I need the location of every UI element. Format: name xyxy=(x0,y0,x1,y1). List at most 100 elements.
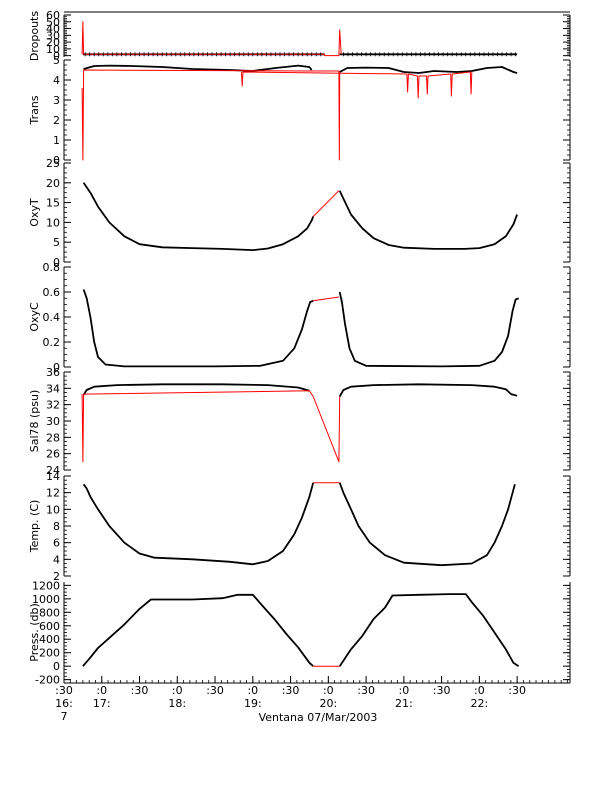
x-tick-label-minute: :30 xyxy=(55,684,73,697)
y-tick-label: 200 xyxy=(39,647,60,660)
y-tick-label: 800 xyxy=(39,606,60,619)
red-series-line xyxy=(313,296,339,302)
x-tick-label-minute: :0 xyxy=(398,684,409,697)
y-tick-label: 0.4 xyxy=(43,311,61,324)
y-axis-label: OxyT xyxy=(28,198,41,227)
y-tick-label: 28 xyxy=(46,431,60,444)
x-tick-label-minute: :30 xyxy=(508,684,526,697)
y-tick-label: 10 xyxy=(46,503,60,516)
y-axis-label: Press. (db) xyxy=(28,603,41,662)
black-series-line xyxy=(82,383,310,396)
red-series-line xyxy=(241,71,473,99)
panel-4: 0 0.2 0.4 0.6 0.8 OxyC xyxy=(28,261,571,374)
y-tick-label: 600 xyxy=(39,620,60,633)
y-tick-label: 0.2 xyxy=(43,336,61,349)
y-axis-label: OxyC xyxy=(28,302,41,332)
y-tick-label: 0.6 xyxy=(43,286,61,299)
y-tick-label: 4 xyxy=(53,553,60,566)
x-tick-label-minute: :30 xyxy=(282,684,300,697)
red-series-line xyxy=(81,21,342,57)
y-tick-label: 60 xyxy=(46,9,60,22)
x-tick-label-day: 7 xyxy=(61,710,68,723)
y-tick-label: 6 xyxy=(53,537,60,550)
y-tick-label: 50 xyxy=(46,16,60,29)
y-tick-label: -200 xyxy=(35,674,60,687)
panel-6: 2 4 6 8 10 12 14 Temp. (C) xyxy=(28,470,571,583)
panels: 0102030405060Dropouts012345Trans05101520… xyxy=(28,9,571,687)
panel-2: 0 1 2 3 4 5 Trans xyxy=(28,54,571,167)
y-tick-label: 0.8 xyxy=(43,261,61,274)
y-axis-label: Temp. (C) xyxy=(28,500,41,554)
y-tick-label: 34 xyxy=(46,382,60,395)
y-tick-label: 25 xyxy=(46,157,60,170)
black-series-line xyxy=(338,190,518,250)
x-tick-label-minute: :0 xyxy=(247,684,258,697)
y-tick-label: 1000 xyxy=(32,593,60,606)
y-tick-label: 400 xyxy=(39,633,60,646)
black-series-line xyxy=(82,482,315,566)
red-series-line xyxy=(81,69,341,161)
y-tick-label: 36 xyxy=(46,366,60,379)
black-series-line xyxy=(82,182,315,252)
footer-label: Ventana 07/Mar/2003 xyxy=(259,711,378,724)
x-tick-label-minute: :0 xyxy=(474,684,485,697)
y-tick-label: 30 xyxy=(46,415,60,428)
x-tick-label-hour: 22: xyxy=(471,697,489,710)
x-tick-label-hour: 18: xyxy=(168,697,186,710)
panel-5: 24 26 28 30 32 34 36 Sal78 (psu) xyxy=(28,366,571,477)
y-tick-label: 0 xyxy=(53,50,60,63)
y-axis-label: Trans xyxy=(28,95,41,125)
y-tick-label: 8 xyxy=(53,520,60,533)
x-tick-label-minute: :0 xyxy=(172,684,183,697)
x-tick-label-hour: 20: xyxy=(319,697,337,710)
x-tick-label-minute: :0 xyxy=(323,684,334,697)
x-tick-label-hour: 21: xyxy=(395,697,413,710)
y-tick-label: 2 xyxy=(53,570,60,583)
x-tick-label-hour: 19: xyxy=(244,697,262,710)
black-series-line xyxy=(339,66,518,74)
black-series-line xyxy=(338,482,516,567)
y-tick-label: 1 xyxy=(53,134,60,147)
y-tick-label: 1200 xyxy=(32,579,60,592)
y-tick-label: 20 xyxy=(46,36,60,49)
y-tick-label: 3 xyxy=(53,94,60,107)
red-series-line xyxy=(312,190,340,217)
x-tick-label-hour: 16: xyxy=(55,697,73,710)
y-tick-label: 0 xyxy=(53,256,60,269)
y-tick-label: 0 xyxy=(53,361,60,374)
y-tick-label: 12 xyxy=(46,487,60,500)
black-series-line xyxy=(83,64,313,72)
x-tick-label-minute: :0 xyxy=(96,684,107,697)
y-tick-label: 14 xyxy=(46,470,60,483)
y-tick-label: 26 xyxy=(46,448,60,461)
y-tick-label: 40 xyxy=(46,23,60,36)
y-tick-label: 4 xyxy=(53,74,60,87)
x-tick-label-hour: 17: xyxy=(93,697,111,710)
y-tick-label: 20 xyxy=(46,177,60,190)
y-tick-label: 32 xyxy=(46,399,60,412)
x-tick-label-minute: :30 xyxy=(357,684,375,697)
y-tick-label: 10 xyxy=(46,216,60,229)
x-tick-label-minute: :30 xyxy=(131,684,149,697)
black-series-line xyxy=(82,289,314,368)
y-tick-label: 5 xyxy=(53,236,60,249)
panel-3: 0 5 10 15 20 25 OxyT xyxy=(28,157,571,269)
black-series-line xyxy=(338,383,518,397)
x-axis: :3016:7:017::30:018::30:019::30:020::30:… xyxy=(55,11,570,723)
y-tick-label: 5 xyxy=(53,54,60,67)
black-series-line xyxy=(82,593,314,667)
y-tick-label: 0 xyxy=(53,660,60,673)
x-tick-label-minute: :30 xyxy=(433,684,451,697)
y-axis-label: Sal78 (psu) xyxy=(28,390,41,453)
y-tick-label: 10 xyxy=(46,43,60,56)
y-tick-label: 30 xyxy=(46,29,60,42)
y-tick-label: 24 xyxy=(46,464,60,477)
y-tick-label: 0 xyxy=(53,154,60,167)
black-series-line xyxy=(338,593,520,667)
y-axis-label: Dropouts xyxy=(28,11,41,61)
y-tick-label: 15 xyxy=(46,197,60,210)
